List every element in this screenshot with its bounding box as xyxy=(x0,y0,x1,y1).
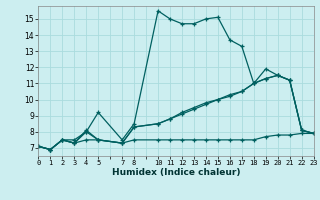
X-axis label: Humidex (Indice chaleur): Humidex (Indice chaleur) xyxy=(112,168,240,177)
